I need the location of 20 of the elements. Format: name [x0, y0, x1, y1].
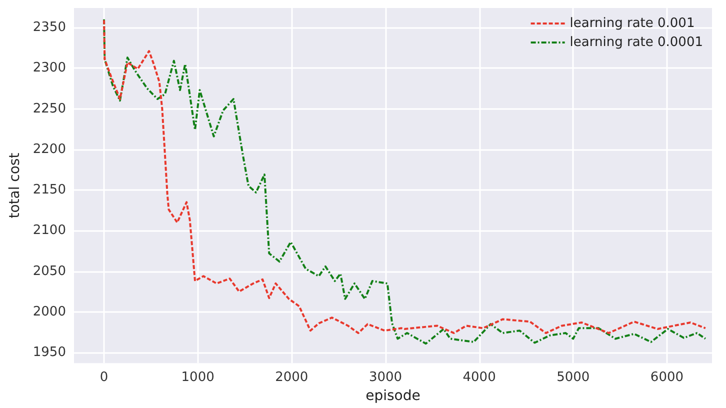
y-tick-label: 2250 — [32, 101, 66, 116]
legend-label: learning rate 0.001 — [570, 16, 695, 31]
x-tick-label: 2000 — [275, 370, 308, 386]
legend-label: learning rate 0.0001 — [570, 35, 704, 50]
x-tick-label: 3000 — [368, 370, 402, 386]
y-tick-label: 2150 — [32, 182, 66, 198]
y-tick-label: 2100 — [32, 223, 66, 238]
x-tick-label: 1000 — [181, 370, 214, 386]
y-axis-title: total cost — [7, 152, 23, 218]
y-tick-label: 2350 — [32, 20, 66, 35]
x-axis-title: episode — [366, 388, 420, 404]
x-tick-label: 4000 — [462, 370, 496, 386]
y-tick-label: 2050 — [32, 264, 66, 279]
x-tick-label: 5000 — [556, 370, 590, 386]
x-tick-label: 0 — [100, 370, 108, 386]
x-tick-label: 6000 — [650, 370, 684, 386]
y-tick-label: 2200 — [32, 142, 66, 157]
y-tick-label: 1950 — [32, 345, 66, 360]
y-tick-label: 2300 — [32, 60, 66, 76]
y-tick-label: 2000 — [32, 304, 66, 320]
